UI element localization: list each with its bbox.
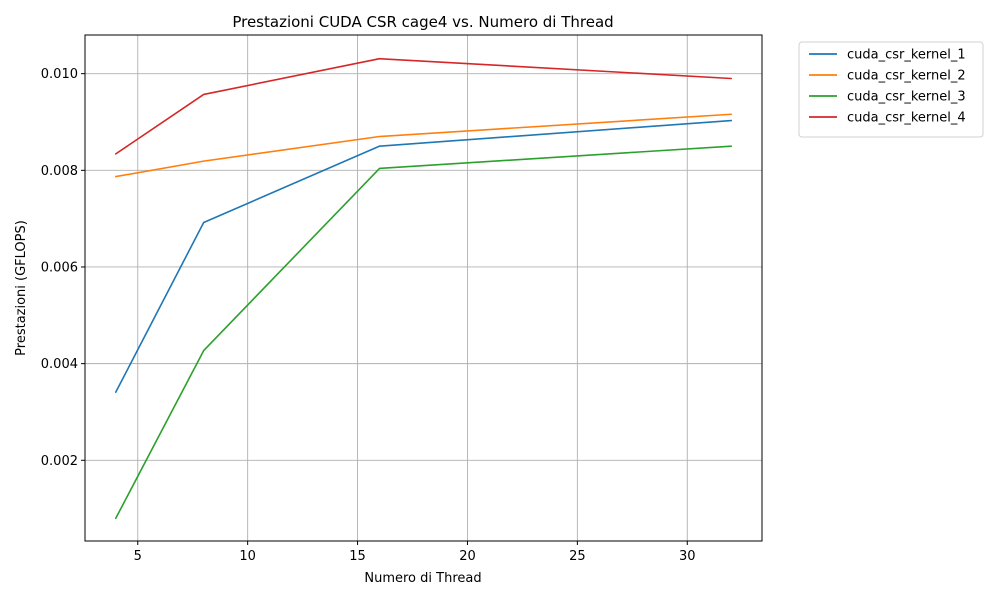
x-tick-label: 25 <box>569 549 586 564</box>
y-tick-label: 0.008 <box>41 164 78 179</box>
y-tick-label: 0.004 <box>41 357 78 372</box>
legend: cuda_csr_kernel_1 cuda_csr_kernel_2 cuda_c… <box>798 41 984 138</box>
y-tick-label: 0.010 <box>41 67 78 82</box>
x-tick-label: 30 <box>679 549 696 564</box>
x-axis-label: Numero di Thread <box>364 571 481 586</box>
y-axis-label: Prestazioni (GFLOPS) <box>14 220 29 356</box>
series-line-cuda_csr_kernel_3 <box>114 145 733 520</box>
legend-label: cuda_csr_kernel_3 <box>847 90 966 105</box>
chart-title: Prestazioni CUDA CSR cage4 vs. Numero di… <box>232 13 613 31</box>
y-tick-label: 0.006 <box>41 260 78 275</box>
axis-ticks: 5 10 15 20 25 30 0.002 0.004 0.006 0.008 0.010 <box>41 67 696 564</box>
x-tick-label: 10 <box>239 549 256 564</box>
legend-label: cuda_csr_kernel_4 <box>847 111 966 126</box>
legend-box <box>798 41 984 138</box>
grid <box>85 35 762 541</box>
y-tick-label: 0.002 <box>41 454 78 469</box>
series-line-cuda_csr_kernel_2 <box>114 113 733 178</box>
series-line-cuda_csr_kernel_4 <box>114 57 733 155</box>
plot-area-frame <box>84 34 763 542</box>
x-tick-label: 20 <box>459 549 476 564</box>
legend-label: cuda_csr_kernel_1 <box>847 48 966 63</box>
x-tick-label: 15 <box>349 549 366 564</box>
x-tick-label: 5 <box>134 549 142 564</box>
series-lines <box>114 57 733 520</box>
legend-label: cuda_csr_kernel_2 <box>847 69 966 84</box>
series-line-cuda_csr_kernel_1 <box>114 119 733 393</box>
